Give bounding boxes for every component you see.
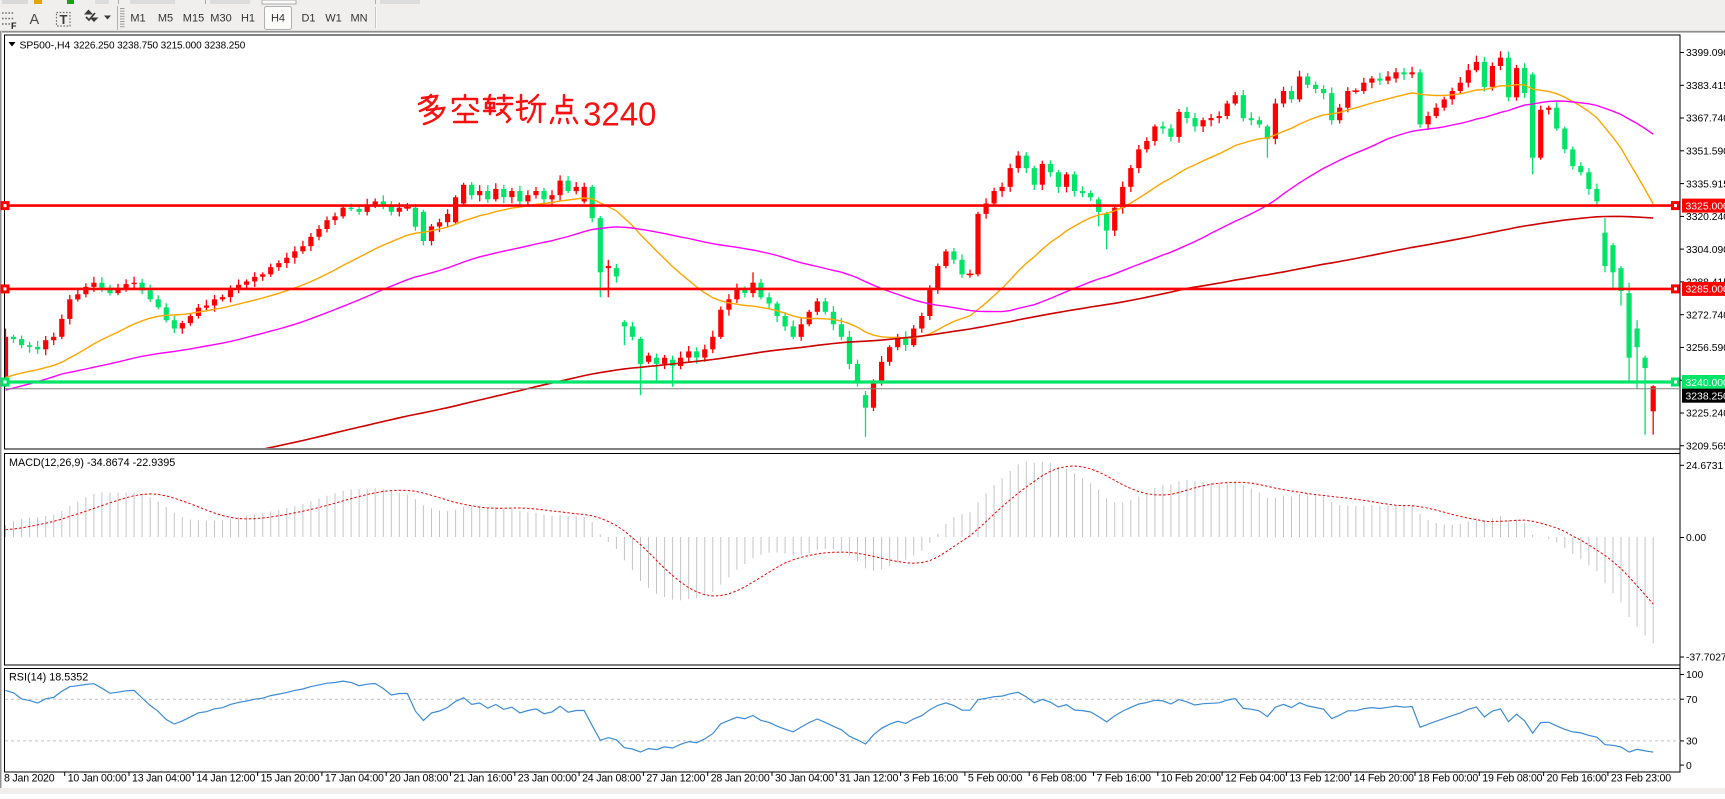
svg-text:3399.090: 3399.090 <box>1686 48 1725 59</box>
svg-text:H1: H1 <box>241 13 255 25</box>
svg-text:3225.240: 3225.240 <box>1686 409 1725 420</box>
svg-text:W1: W1 <box>325 13 342 25</box>
svg-text:70: 70 <box>1686 695 1698 706</box>
svg-text:T: T <box>60 12 68 27</box>
svg-text:12 Feb 04:00: 12 Feb 04:00 <box>1225 773 1285 785</box>
svg-text:30: 30 <box>1686 737 1698 748</box>
svg-text:M15: M15 <box>183 13 204 25</box>
svg-text:3335.915: 3335.915 <box>1686 179 1725 190</box>
svg-text:3304.090: 3304.090 <box>1686 245 1725 256</box>
svg-text:20 Jan 08:00: 20 Jan 08:00 <box>389 773 448 785</box>
svg-text:3285.000: 3285.000 <box>1686 285 1725 296</box>
svg-text:3 Feb 16:00: 3 Feb 16:00 <box>904 773 959 785</box>
svg-text:24 Jan 08:00: 24 Jan 08:00 <box>582 773 641 785</box>
svg-text:H4: H4 <box>271 13 285 25</box>
svg-text:F: F <box>11 21 17 31</box>
svg-text:17 Jan 04:00: 17 Jan 04:00 <box>325 773 384 785</box>
svg-text:14 Feb 20:00: 14 Feb 20:00 <box>1354 773 1414 785</box>
svg-text:3240.000: 3240.000 <box>1686 378 1725 389</box>
svg-text:24.6731: 24.6731 <box>1686 461 1723 472</box>
svg-text:M1: M1 <box>130 13 145 25</box>
svg-text:3240: 3240 <box>583 96 656 133</box>
svg-text:19 Feb 08:00: 19 Feb 08:00 <box>1482 773 1542 785</box>
svg-text:10 Feb 20:00: 10 Feb 20:00 <box>1161 773 1221 785</box>
svg-text:RSI(14) 18.5352: RSI(14) 18.5352 <box>9 672 88 684</box>
svg-text:23 Jan 00:00: 23 Jan 00:00 <box>518 773 577 785</box>
svg-text:14 Jan 12:00: 14 Jan 12:00 <box>196 773 255 785</box>
svg-text:3256.590: 3256.590 <box>1686 343 1725 354</box>
svg-text:3367.740: 3367.740 <box>1686 114 1725 125</box>
svg-text:3320.240: 3320.240 <box>1686 212 1725 223</box>
svg-text:M30: M30 <box>210 13 231 25</box>
svg-text:3325.000: 3325.000 <box>1686 201 1725 212</box>
svg-text:13 Feb 12:00: 13 Feb 12:00 <box>1289 773 1349 785</box>
svg-text:7 Feb 16:00: 7 Feb 16:00 <box>1097 773 1152 785</box>
svg-text:SP500-,H4: SP500-,H4 <box>20 40 71 51</box>
svg-text:MN: MN <box>350 13 367 25</box>
svg-text:A: A <box>30 12 40 28</box>
svg-text:6 Feb 08:00: 6 Feb 08:00 <box>1032 773 1087 785</box>
svg-text:13 Jan 04:00: 13 Jan 04:00 <box>132 773 191 785</box>
svg-text:3351.590: 3351.590 <box>1686 147 1725 158</box>
svg-text:M5: M5 <box>158 13 173 25</box>
svg-text:15 Jan 20:00: 15 Jan 20:00 <box>261 773 320 785</box>
svg-text:18 Feb 00:00: 18 Feb 00:00 <box>1418 773 1478 785</box>
svg-text:D1: D1 <box>301 13 315 25</box>
svg-text:3209.565: 3209.565 <box>1686 441 1725 452</box>
svg-text:0.00: 0.00 <box>1686 533 1706 544</box>
svg-text:28 Jan 20:00: 28 Jan 20:00 <box>711 773 770 785</box>
svg-text:30 Jan 04:00: 30 Jan 04:00 <box>775 773 834 785</box>
svg-text:3226.250 3238.750 3215.000 323: 3226.250 3238.750 3215.000 3238.250 <box>74 40 246 51</box>
svg-text:10 Jan 00:00: 10 Jan 00:00 <box>68 773 127 785</box>
svg-text:0: 0 <box>1686 761 1692 772</box>
svg-text:3272.740: 3272.740 <box>1686 310 1725 321</box>
svg-text:27 Jan 12:00: 27 Jan 12:00 <box>646 773 705 785</box>
svg-text:MACD(12,26,9) -34.8674 -22.939: MACD(12,26,9) -34.8674 -22.9395 <box>9 457 175 469</box>
svg-text:3238.250: 3238.250 <box>1686 392 1725 403</box>
svg-text:3383.415: 3383.415 <box>1686 81 1725 92</box>
svg-text:5 Feb 00:00: 5 Feb 00:00 <box>968 773 1023 785</box>
svg-text:23 Feb 23:00: 23 Feb 23:00 <box>1611 773 1671 785</box>
svg-text:100: 100 <box>1686 670 1703 681</box>
svg-text:21 Jan 16:00: 21 Jan 16:00 <box>454 773 513 785</box>
svg-text:8 Jan 2020: 8 Jan 2020 <box>4 773 55 785</box>
svg-text:20 Feb 16:00: 20 Feb 16:00 <box>1547 773 1607 785</box>
svg-text:-37.7027: -37.7027 <box>1686 653 1725 664</box>
svg-text:31 Jan 12:00: 31 Jan 12:00 <box>839 773 898 785</box>
